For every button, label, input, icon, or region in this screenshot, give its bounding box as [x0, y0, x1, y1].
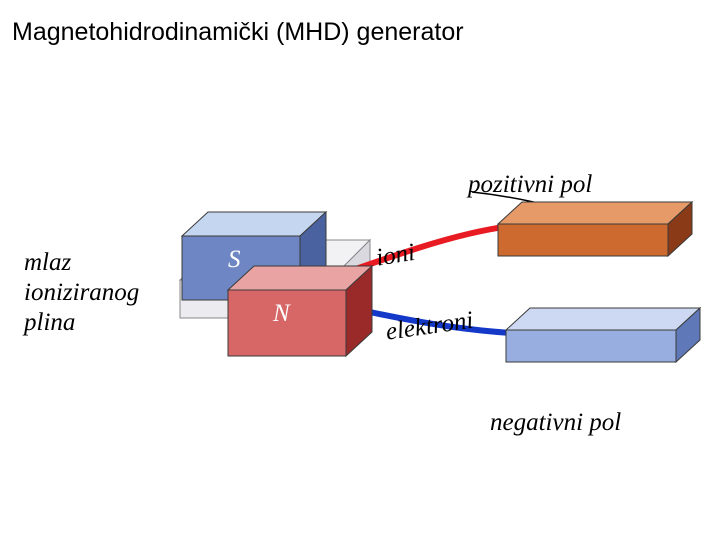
label-jet: mlaz ioniziranog plina	[24, 248, 139, 338]
pole-s: S	[228, 246, 241, 274]
plate-positive	[498, 202, 692, 256]
label-pos-pol: pozitivni pol	[468, 170, 592, 200]
label-jet-l2: ioniziranog	[24, 279, 139, 306]
plate-negative	[506, 308, 700, 362]
label-ioni: ioni	[374, 238, 417, 274]
pole-n: N	[273, 300, 290, 328]
label-neg-pol: negativni pol	[490, 408, 621, 438]
label-jet-l1: mlaz	[24, 249, 71, 276]
page-title: Magnetohidrodinamički (MHD) generator	[12, 18, 464, 47]
label-jet-l3: plina	[24, 309, 75, 336]
magnet-n	[228, 266, 372, 356]
